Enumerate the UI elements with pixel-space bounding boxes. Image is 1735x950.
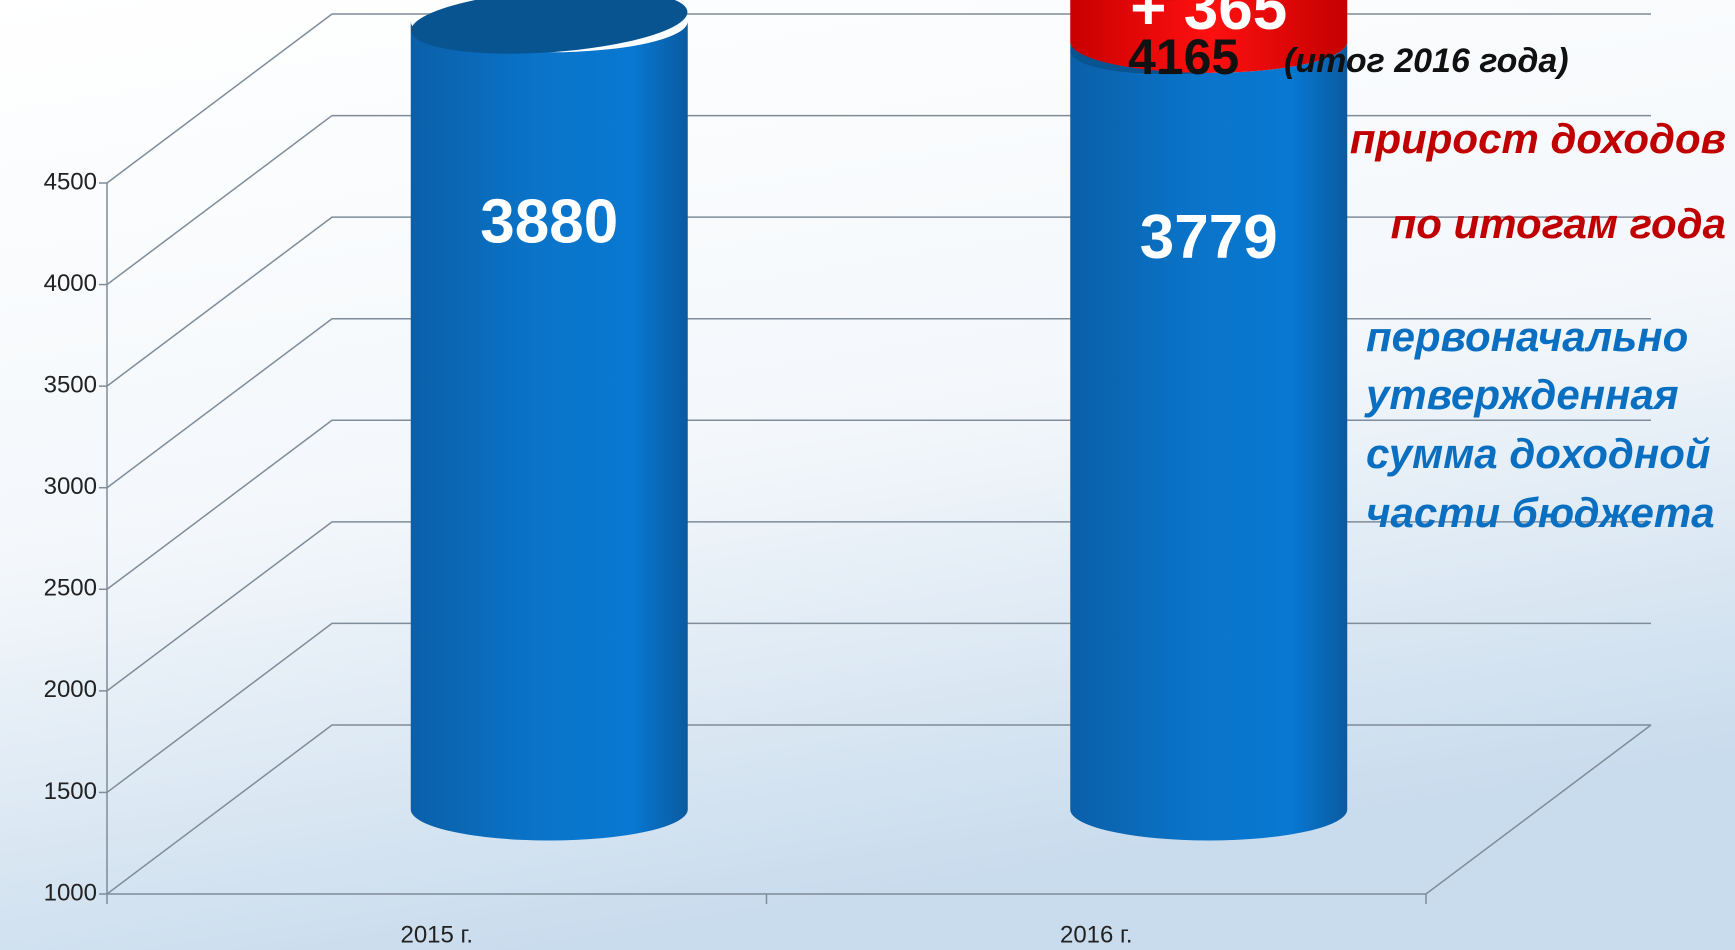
base-note: сумма доходной [1366, 430, 1711, 477]
base-note: части бюджета [1366, 489, 1715, 536]
y-tick-label: 2000 [44, 676, 97, 703]
x-tick-label: 2015 г. [400, 921, 473, 948]
increase-note: прирост доходов [1350, 115, 1726, 162]
data-label: 3779 [1140, 203, 1278, 272]
bars: 3880 3779 + 365 [410, 0, 1348, 841]
total-note: (итог 2016 года) [1284, 42, 1569, 80]
data-label: + 365 [1130, 0, 1287, 43]
cylinder-body [1070, 0, 1348, 73]
y-tick-label: 2500 [44, 575, 97, 602]
y-tick-label: 4000 [44, 270, 97, 297]
increase-note: по итогам года [1391, 200, 1726, 247]
base-note: первоначально [1366, 313, 1688, 360]
x-tick-label: 2016 г. [1060, 921, 1133, 948]
annotations: 4165 (итог 2016 года) прирост доходов по… [1128, 29, 1726, 536]
y-tick-label: 3000 [44, 473, 97, 500]
base-note: утвержденная [1364, 371, 1679, 418]
y-tick-label: 3500 [44, 371, 97, 398]
cylinder-body [410, 21, 688, 841]
y-tick-label: 1000 [44, 879, 97, 906]
y-tick-label: 1500 [44, 778, 97, 805]
cylinder-body [1070, 41, 1348, 841]
data-label: 3880 [480, 188, 618, 257]
total-label: 4165 [1128, 29, 1239, 85]
y-tick-label: 4500 [44, 168, 97, 195]
cylinder-top [411, 0, 688, 54]
